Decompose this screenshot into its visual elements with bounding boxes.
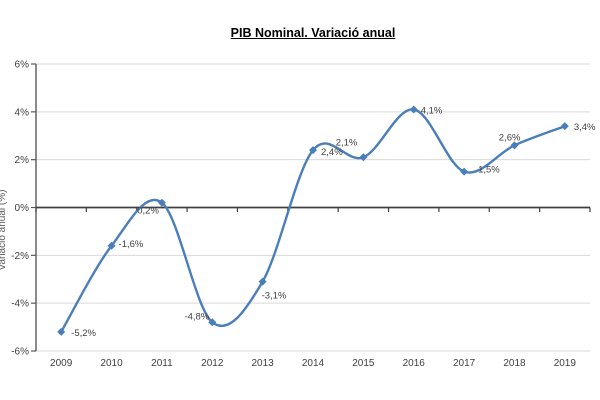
data-label: 2,4%: [321, 147, 343, 158]
data-point-marker: [208, 318, 217, 327]
x-tick-label: 2009: [50, 358, 73, 369]
data-point-marker: [107, 241, 116, 250]
data-point-marker: [409, 105, 418, 114]
y-tick-label: 2%: [15, 155, 30, 166]
x-tick-label: 2012: [201, 358, 224, 369]
data-label: 1,5%: [478, 165, 500, 176]
x-tick-label: 2014: [302, 358, 325, 369]
x-tick-label: 2011: [151, 358, 173, 369]
data-point-marker: [510, 141, 519, 150]
y-tick-label: 4%: [15, 107, 30, 118]
data-point-marker: [309, 146, 317, 155]
x-tick-label: 2018: [503, 358, 526, 369]
data-label: 4,1%: [421, 105, 443, 116]
x-tick-label: 2015: [352, 358, 375, 369]
x-tick-label: 2016: [403, 358, 426, 369]
data-label: -4,8%: [184, 311, 209, 322]
data-label: -3,1%: [262, 291, 287, 302]
series-line: [60, 108, 566, 334]
y-tick-label: -6%: [11, 347, 29, 358]
data-point-marker: [258, 277, 267, 286]
data-point-marker: [560, 122, 569, 131]
data-label: -5,2%: [71, 328, 96, 339]
data-point-marker: [157, 198, 166, 207]
data-label: 3,4%: [574, 122, 596, 133]
data-point-marker: [359, 153, 368, 162]
chart-title: PIB Nominal. Variació anual: [230, 26, 396, 40]
x-tick-label: 2013: [252, 358, 275, 369]
data-label: 2,6%: [499, 132, 521, 143]
y-tick-label: -4%: [11, 299, 29, 310]
y-tick-label: -2%: [11, 251, 29, 262]
data-label: -1,6%: [119, 239, 144, 250]
data-point-marker: [57, 327, 66, 336]
y-tick-label: 0%: [15, 203, 30, 214]
x-tick-label: 2010: [100, 358, 123, 369]
data-point-marker: [460, 167, 469, 176]
y-tick-label: 6%: [15, 60, 30, 71]
data-label: 0,2%: [137, 206, 159, 217]
x-tick-label: 2019: [554, 358, 577, 369]
data-label: 2,1%: [336, 137, 358, 148]
x-tick-label: 2017: [453, 358, 476, 369]
